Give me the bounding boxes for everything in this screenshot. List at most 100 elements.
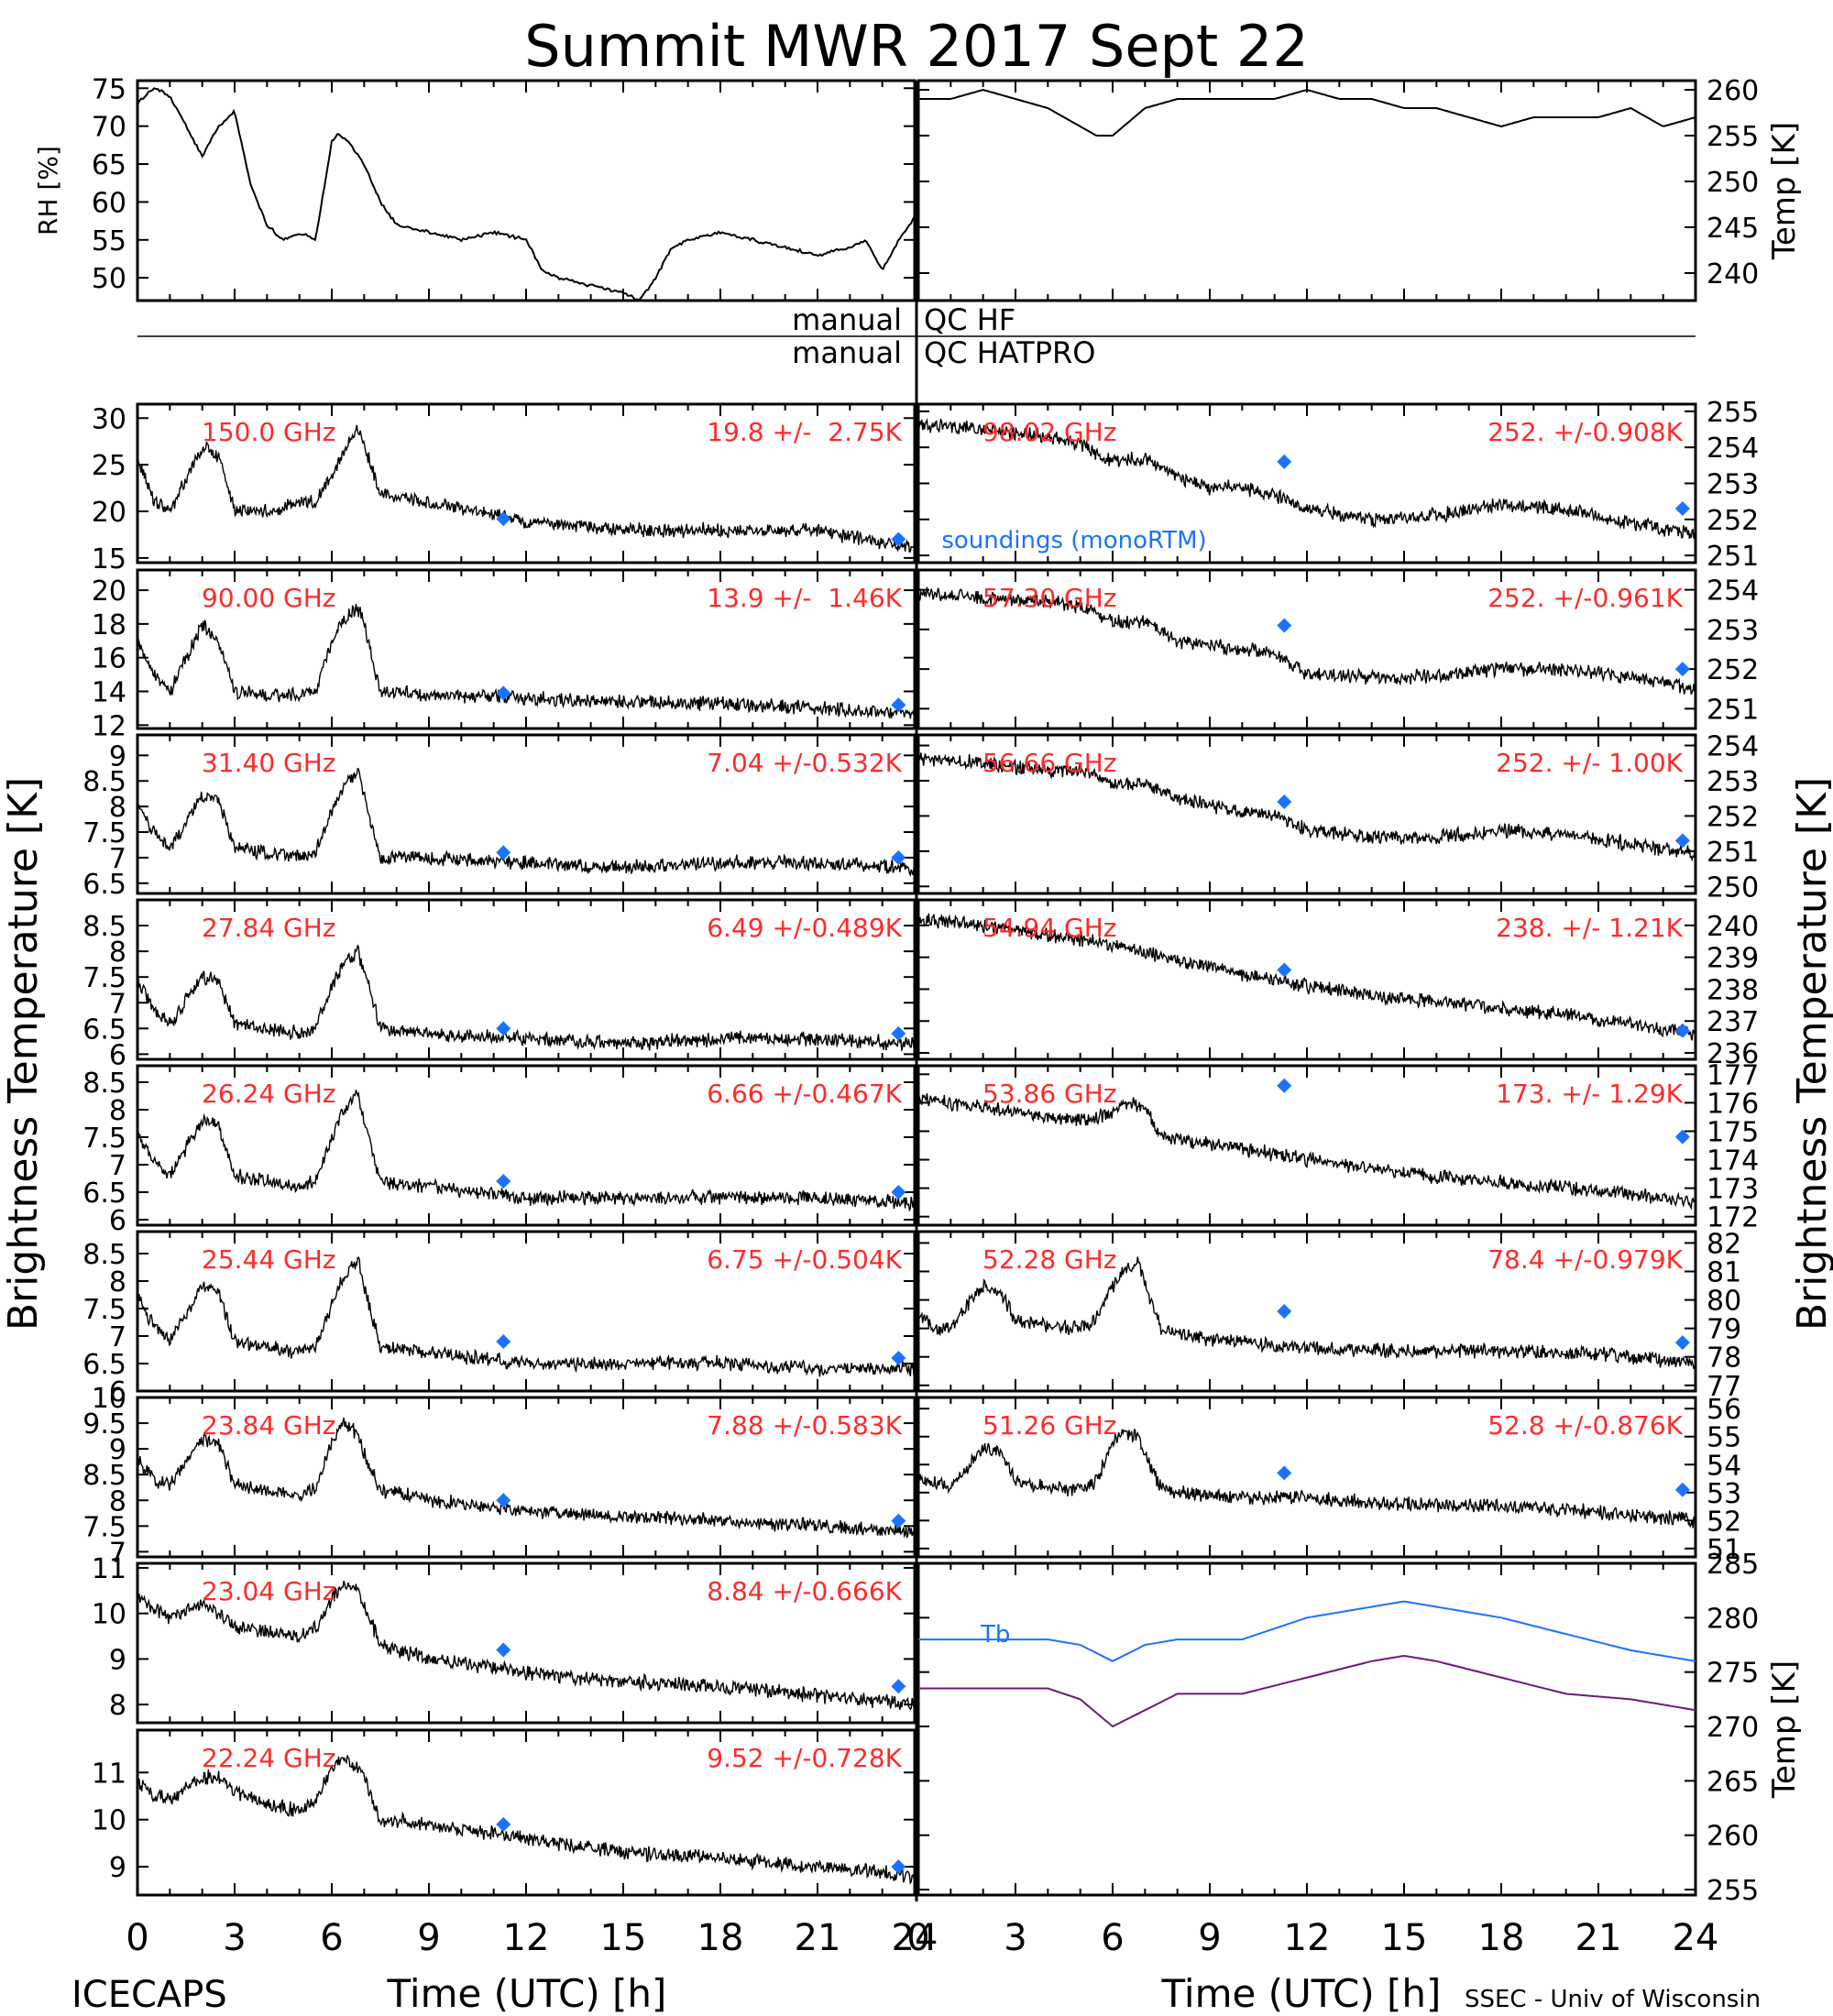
sonde-marker bbox=[496, 1493, 511, 1508]
y-tick-label: 6 bbox=[109, 1039, 126, 1071]
sonde-marker bbox=[891, 1351, 906, 1365]
sonde-marker bbox=[891, 697, 906, 713]
x-tick-label-right: 3 bbox=[1004, 1917, 1026, 1959]
y-tick-label: 10 bbox=[92, 1599, 126, 1631]
y-tick-label: 9.5 bbox=[82, 1408, 126, 1441]
stats-label: 173. +/- 1.29K bbox=[1496, 1079, 1683, 1109]
stats-label: 78.4 +/-0.979K bbox=[1487, 1244, 1683, 1275]
series-line-tb bbox=[917, 1093, 1696, 1211]
panel-rh-: 50 55 60 65 70 75 RH [%] bbox=[33, 73, 916, 302]
series-line-temp bbox=[918, 88, 1696, 137]
right-axis-title: Brightness Temperature [K] bbox=[1789, 777, 1833, 1331]
y-tick-label: 18 bbox=[92, 609, 126, 641]
y-tick-label: 70 bbox=[92, 112, 126, 144]
y-tick-label: 254 bbox=[1707, 433, 1759, 465]
y-tick-label: 275 bbox=[1707, 1658, 1759, 1690]
x-tick-label-right: 0 bbox=[906, 1917, 929, 1959]
y-tick-label: 245 bbox=[1707, 213, 1759, 245]
y-tick-label: 10 bbox=[92, 1805, 126, 1837]
y-tick-label: 254 bbox=[1707, 731, 1759, 763]
stats-label: 52.8 +/-0.876K bbox=[1487, 1410, 1683, 1441]
y-tick-label: 9 bbox=[109, 1434, 126, 1466]
y-tick-label: 8 bbox=[109, 1485, 126, 1517]
y-tick-label: 11 bbox=[92, 1553, 126, 1585]
panel-23-04-ghz: 8 9 10 11 23.04 GHz 8.84 +/-0.666K bbox=[92, 1553, 916, 1725]
sonde-marker bbox=[496, 511, 511, 527]
sonde-marker bbox=[1277, 794, 1292, 810]
y-tick-label: 252 bbox=[1707, 505, 1759, 537]
channel-label: 51.26 GHz bbox=[982, 1410, 1117, 1441]
x-tick-label-left: 6 bbox=[320, 1917, 343, 1959]
series-line-tb bbox=[137, 1418, 916, 1539]
y-tick-label: 52 bbox=[1707, 1506, 1741, 1538]
qc-left-1: manual bbox=[792, 302, 902, 337]
stats-label: 13.9 +/- 1.46K bbox=[707, 583, 902, 613]
y-tick-label: 6.5 bbox=[82, 1349, 126, 1381]
y-tick-label: 280 bbox=[1707, 1603, 1759, 1635]
x-tick-label-left: 12 bbox=[503, 1917, 550, 1959]
y-tick-label: 260 bbox=[1707, 75, 1759, 107]
y-tick-label: 238 bbox=[1707, 974, 1759, 1006]
y-tick-label: 82 bbox=[1707, 1228, 1741, 1260]
sonde-marker bbox=[1277, 1465, 1292, 1481]
y-tick-label: 237 bbox=[1707, 1006, 1759, 1038]
y-tick-label: 6 bbox=[109, 1376, 126, 1408]
y-tick-label: 7 bbox=[109, 988, 126, 1020]
y-tick-label: 252 bbox=[1707, 801, 1759, 833]
y-tick-label: 255 bbox=[1707, 397, 1759, 429]
qc-left-2: manual bbox=[792, 335, 902, 370]
series-line-rh bbox=[137, 87, 916, 301]
y-tick-label: 250 bbox=[1707, 871, 1759, 904]
y-tick-label: 9 bbox=[109, 740, 126, 772]
y-tick-label: 251 bbox=[1707, 837, 1759, 869]
series-line-tb bbox=[137, 424, 916, 553]
sonde-marker bbox=[1674, 1482, 1690, 1497]
series-line-tb bbox=[137, 604, 916, 719]
sonde-marker bbox=[891, 1025, 906, 1041]
y-tick-label: 53 bbox=[1707, 1478, 1741, 1510]
series-line-tb bbox=[137, 1256, 916, 1377]
sonde-marker bbox=[496, 1642, 511, 1658]
series-line-tb bbox=[917, 913, 1696, 1041]
sonde-marker bbox=[496, 1021, 511, 1036]
stats-label: 252. +/- 1.00K bbox=[1496, 748, 1683, 778]
y-tick-label: 172 bbox=[1707, 1202, 1759, 1234]
y-tick-label: 6 bbox=[109, 1205, 126, 1237]
y-tick-label: 176 bbox=[1707, 1088, 1759, 1120]
series-line-tb bbox=[917, 752, 1696, 862]
x-tick-label-left: 21 bbox=[795, 1917, 841, 1959]
y-tick-label: 12 bbox=[92, 710, 126, 742]
y-tick-label: 7.5 bbox=[82, 1511, 126, 1543]
sonde-marker bbox=[1674, 833, 1690, 849]
series-line-tb bbox=[918, 1428, 1696, 1528]
y-tick-label: 56 bbox=[1707, 1394, 1741, 1426]
y-tick-label: 254 bbox=[1707, 575, 1759, 608]
y-tick-label: 7 bbox=[109, 843, 126, 875]
y-tick-label: 6.5 bbox=[82, 1178, 126, 1210]
y-tick-label: 55 bbox=[1707, 1422, 1741, 1454]
y-tick-label: 9 bbox=[109, 1852, 126, 1884]
y-tick-label: 8.5 bbox=[82, 1068, 126, 1100]
y-tick-label: 78 bbox=[1707, 1342, 1741, 1375]
stats-label: 252. +/-0.908K bbox=[1487, 417, 1683, 447]
x-tick-label-right: 15 bbox=[1381, 1917, 1428, 1959]
stats-label: 7.04 +/-0.532K bbox=[707, 748, 902, 778]
y-tick-label: 265 bbox=[1707, 1766, 1759, 1798]
channel-label: 25.44 GHz bbox=[202, 1244, 336, 1275]
sonde-marker bbox=[1277, 1078, 1292, 1093]
sonde-marker bbox=[891, 849, 906, 865]
channel-label: 98.02 GHz bbox=[982, 417, 1117, 447]
y-tick-label: 8 bbox=[109, 937, 126, 969]
sonde-marker bbox=[496, 845, 511, 860]
chart-title: Summit MWR 2017 Sept 22 bbox=[524, 13, 1309, 80]
sonde-marker bbox=[891, 1679, 906, 1694]
y-tick-label: 270 bbox=[1707, 1712, 1759, 1744]
y-tick-label: 240 bbox=[1707, 911, 1759, 943]
y-tick-label: 7 bbox=[109, 1150, 126, 1182]
qc-right-1: QC HF bbox=[924, 302, 1015, 337]
